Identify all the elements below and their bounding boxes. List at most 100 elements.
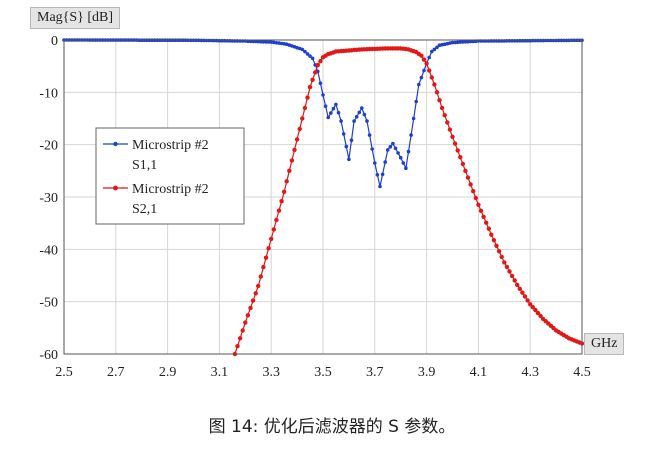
series-0-point-101 bbox=[323, 104, 328, 108]
y-tick-label-6: -60 bbox=[39, 348, 58, 363]
plot-frame bbox=[63, 39, 583, 355]
series-1-point-9 bbox=[256, 283, 261, 289]
series-0-point-155 bbox=[463, 40, 468, 44]
series-0-point-93 bbox=[303, 49, 307, 54]
series-0-point-134 bbox=[409, 133, 413, 137]
series-1-point-75 bbox=[427, 68, 432, 73]
series-1-point-93 bbox=[473, 195, 478, 201]
series-1-point-110 bbox=[517, 286, 522, 291]
series-1-point-113 bbox=[525, 298, 530, 303]
series-1-point-22 bbox=[289, 158, 295, 163]
series-1-point-117 bbox=[535, 310, 541, 316]
series-0-point-111 bbox=[349, 138, 354, 142]
series-1-point-3 bbox=[240, 328, 245, 333]
series-0-point-104 bbox=[331, 106, 336, 111]
series-1-point-98 bbox=[486, 226, 491, 231]
x-axis-label: GHz bbox=[584, 333, 625, 355]
series-0-point-122 bbox=[378, 184, 382, 189]
series-0-point-78 bbox=[264, 40, 268, 44]
series-1-point-31 bbox=[313, 70, 318, 75]
series-1-point-80 bbox=[439, 105, 445, 111]
series-1-point-108 bbox=[512, 278, 517, 283]
series-1-point-11 bbox=[261, 264, 266, 270]
series-1-point-106 bbox=[507, 269, 512, 274]
series-1-point-78 bbox=[434, 90, 440, 95]
x-tick-label-9: 4.3 bbox=[521, 365, 539, 380]
series-1 bbox=[232, 46, 585, 357]
series-1-point-103 bbox=[499, 254, 504, 260]
series-0-point-107 bbox=[339, 119, 343, 123]
series-1-point-5 bbox=[245, 313, 251, 318]
series-0-point-133 bbox=[406, 149, 411, 154]
series-0-point-105 bbox=[334, 102, 338, 107]
series-0-point-130 bbox=[398, 155, 403, 160]
series-1-point-91 bbox=[468, 182, 473, 187]
series-0-point-113 bbox=[354, 115, 359, 119]
series-0-point-123 bbox=[380, 172, 385, 177]
series-1-point-87 bbox=[458, 155, 463, 160]
series-1-point-88 bbox=[460, 161, 466, 167]
series-1-point-16 bbox=[274, 217, 279, 223]
series-0-point-152 bbox=[455, 40, 460, 45]
series-0-point-138 bbox=[419, 75, 424, 80]
series-1-point-104 bbox=[502, 260, 507, 265]
series-1-point-82 bbox=[445, 120, 450, 125]
series-0-point-94 bbox=[305, 52, 310, 56]
series-1-point-33 bbox=[318, 59, 323, 64]
series-1-point-116 bbox=[533, 307, 538, 313]
series-0-point-144 bbox=[435, 45, 439, 50]
x-tick-label-10: 4.5 bbox=[573, 365, 591, 380]
series-0-point-128 bbox=[393, 146, 398, 151]
series-0-point-119 bbox=[370, 147, 375, 151]
series-1-point-81 bbox=[442, 113, 447, 118]
series-1-point-73 bbox=[421, 57, 427, 62]
x-tick-label-6: 3.7 bbox=[366, 365, 384, 380]
y-tick-label-2: -20 bbox=[39, 139, 58, 154]
series-1-point-101 bbox=[494, 243, 499, 248]
series-1-point-32 bbox=[315, 62, 320, 68]
series-1-point-20 bbox=[284, 179, 289, 184]
series-1-point-6 bbox=[248, 305, 253, 311]
series-1-point-25 bbox=[297, 126, 302, 132]
x-tick-label-2: 2.9 bbox=[159, 365, 177, 380]
series-1-point-15 bbox=[271, 227, 276, 232]
series-0-point-131 bbox=[401, 161, 406, 165]
series-0-point-77 bbox=[261, 40, 266, 44]
series-1-point-105 bbox=[504, 264, 510, 270]
series-1-point-118 bbox=[538, 313, 543, 319]
series-1-point-114 bbox=[528, 302, 533, 307]
series-0-point-150 bbox=[450, 40, 455, 45]
tick-labels: 2.5 2.7 2.9 3.1 3.3 3.5 3.7 3.9 4.1 4.3 4.5 0 -10 -20… bbox=[39, 34, 590, 380]
series-1-point-72 bbox=[419, 53, 424, 58]
y-tick-label-3: -30 bbox=[39, 191, 58, 206]
x-tick-label-5: 3.5 bbox=[314, 365, 332, 380]
series-1-point-23 bbox=[292, 147, 297, 153]
series-1-point-1 bbox=[235, 344, 240, 349]
series-1-point-2 bbox=[237, 336, 243, 341]
series-0-point-157 bbox=[468, 39, 473, 44]
series-0-point-135 bbox=[411, 116, 416, 121]
y-tick-label-0: 0 bbox=[51, 34, 58, 49]
series-0-point-116 bbox=[362, 112, 367, 117]
series-1-point-74 bbox=[424, 61, 429, 66]
legend-label-s21-line1: Microstrip #2 bbox=[132, 182, 209, 197]
series-1-point-17 bbox=[276, 208, 282, 213]
series-0-point-112 bbox=[352, 119, 356, 123]
series-0-point-100 bbox=[321, 93, 325, 97]
series-0-point-76 bbox=[259, 39, 263, 44]
series-0-point-129 bbox=[396, 151, 400, 155]
series-1-point-99 bbox=[489, 232, 494, 237]
series-0-point-156 bbox=[466, 39, 470, 44]
legend-label-s11-line1: Microstrip #2 bbox=[132, 138, 209, 153]
series-0-point-137 bbox=[417, 82, 421, 87]
series-0-point-120 bbox=[373, 161, 377, 165]
x-tick-label-3: 3.1 bbox=[211, 365, 229, 380]
series-0-point-124 bbox=[383, 160, 388, 164]
series-1-point-102 bbox=[496, 249, 502, 254]
x-tick-label-7: 3.9 bbox=[418, 365, 436, 380]
series-1-point-18 bbox=[279, 199, 284, 204]
series-1-point-14 bbox=[269, 236, 274, 242]
legend-marker-s21 bbox=[113, 185, 118, 191]
series-0-point-79 bbox=[266, 40, 271, 44]
